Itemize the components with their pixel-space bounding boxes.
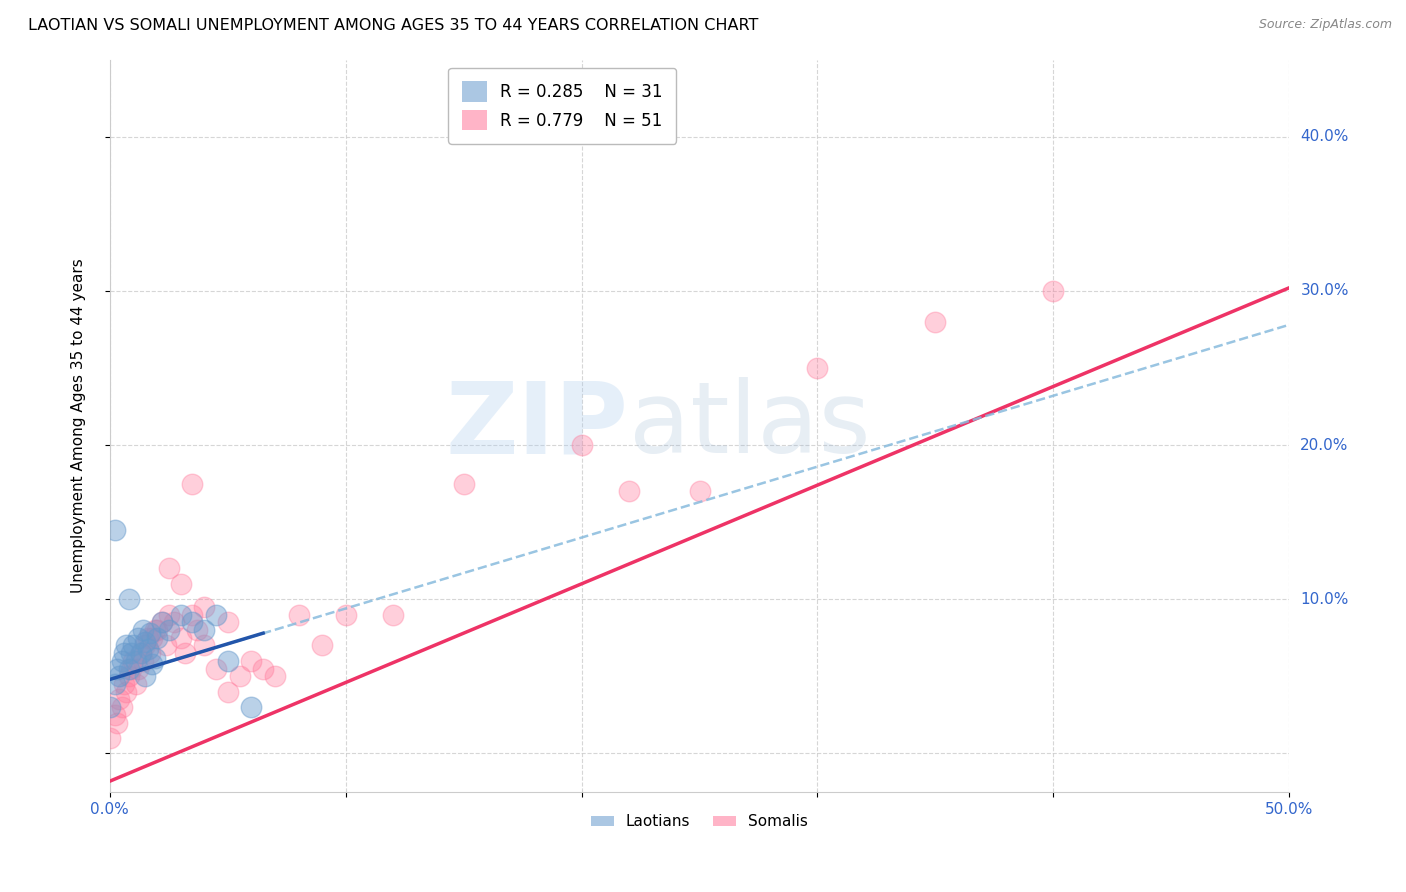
Y-axis label: Unemployment Among Ages 35 to 44 years: Unemployment Among Ages 35 to 44 years	[72, 259, 86, 593]
Point	[111, 700, 134, 714]
Point	[122, 639, 145, 653]
Point	[157, 607, 180, 622]
Text: ZIP: ZIP	[446, 377, 628, 475]
Point	[193, 623, 215, 637]
Point	[141, 657, 163, 671]
Point	[217, 684, 239, 698]
Point	[1042, 284, 1064, 298]
Point	[217, 654, 239, 668]
Point	[181, 607, 204, 622]
Point	[118, 592, 141, 607]
Point	[143, 623, 166, 637]
Point	[115, 684, 138, 698]
Point	[134, 635, 156, 649]
Point	[169, 577, 191, 591]
Point	[139, 646, 162, 660]
Point	[112, 646, 135, 660]
Point	[134, 639, 156, 653]
Text: 30.0%: 30.0%	[1301, 284, 1348, 298]
Point	[150, 615, 173, 630]
Point	[129, 646, 152, 660]
Point	[134, 669, 156, 683]
Point	[108, 669, 131, 683]
Point	[193, 639, 215, 653]
Point	[617, 484, 640, 499]
Point	[806, 361, 828, 376]
Point	[103, 677, 125, 691]
Point	[157, 623, 180, 637]
Point	[105, 715, 128, 730]
Point	[311, 639, 333, 653]
Point	[127, 631, 149, 645]
Point	[181, 615, 204, 630]
Point	[335, 607, 357, 622]
Point	[252, 662, 274, 676]
Point	[174, 646, 197, 660]
Point	[139, 626, 162, 640]
Point	[132, 654, 155, 668]
Point	[169, 607, 191, 622]
Point	[689, 484, 711, 499]
Point	[141, 631, 163, 645]
Point	[118, 669, 141, 683]
Point	[118, 662, 141, 676]
Point	[132, 623, 155, 637]
Point	[169, 631, 191, 645]
Point	[181, 476, 204, 491]
Point	[103, 707, 125, 722]
Point	[146, 623, 169, 637]
Point	[136, 641, 159, 656]
Point	[129, 646, 152, 660]
Point	[571, 438, 593, 452]
Point	[105, 662, 128, 676]
Point	[103, 523, 125, 537]
Point	[240, 654, 263, 668]
Point	[122, 654, 145, 668]
Point	[453, 476, 475, 491]
Point	[157, 561, 180, 575]
Point	[143, 650, 166, 665]
Point	[264, 669, 287, 683]
Point	[287, 607, 309, 622]
Text: 20.0%: 20.0%	[1301, 438, 1348, 452]
Point	[150, 615, 173, 630]
Point	[186, 623, 208, 637]
Text: LAOTIAN VS SOMALI UNEMPLOYMENT AMONG AGES 35 TO 44 YEARS CORRELATION CHART: LAOTIAN VS SOMALI UNEMPLOYMENT AMONG AGE…	[28, 18, 758, 33]
Point	[120, 646, 142, 660]
Point	[98, 731, 121, 745]
Point	[112, 677, 135, 691]
Point	[193, 599, 215, 614]
Point	[136, 631, 159, 645]
Point	[120, 662, 142, 676]
Point	[228, 669, 250, 683]
Point	[108, 692, 131, 706]
Text: Source: ZipAtlas.com: Source: ZipAtlas.com	[1258, 18, 1392, 31]
Point	[205, 607, 228, 622]
Point	[111, 654, 134, 668]
Point	[205, 662, 228, 676]
Point	[146, 631, 169, 645]
Point	[162, 615, 184, 630]
Legend: Laotians, Somalis: Laotians, Somalis	[585, 808, 814, 836]
Point	[125, 654, 148, 668]
Point	[240, 700, 263, 714]
Point	[381, 607, 404, 622]
Text: 40.0%: 40.0%	[1301, 129, 1348, 145]
Point	[125, 677, 148, 691]
Point	[115, 639, 138, 653]
Point	[127, 662, 149, 676]
Point	[98, 700, 121, 714]
Text: 10.0%: 10.0%	[1301, 591, 1348, 607]
Point	[217, 615, 239, 630]
Text: atlas: atlas	[628, 377, 870, 475]
Point	[924, 315, 946, 329]
Point	[155, 639, 177, 653]
